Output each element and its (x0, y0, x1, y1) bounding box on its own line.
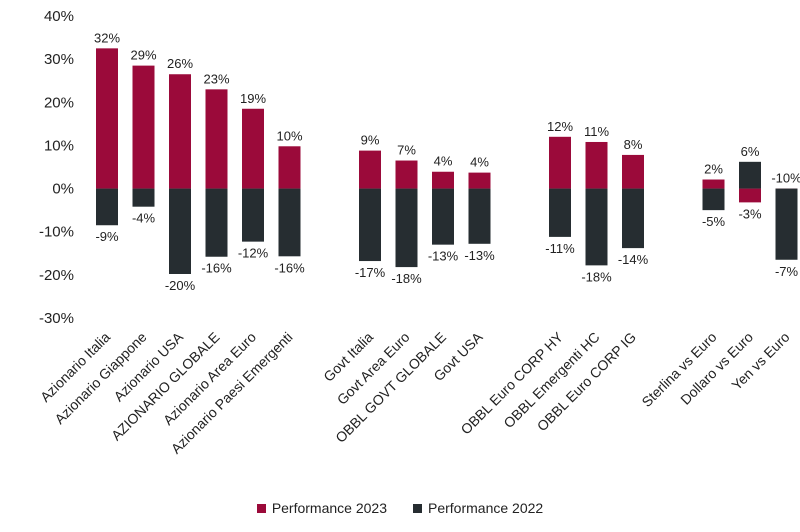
bar-2022 (169, 188, 191, 274)
data-label-2023: 10% (276, 128, 302, 143)
data-label-2023: 2% (704, 162, 723, 177)
bar-2022 (132, 188, 155, 207)
y-tick-label: 40% (44, 8, 74, 25)
bar-2022 (359, 188, 381, 262)
bar-2023 (585, 141, 608, 189)
bar-2022 (549, 188, 571, 237)
legend-label-2022: Performance 2022 (428, 500, 544, 516)
data-label-2022: -18% (391, 271, 422, 286)
bars (96, 48, 798, 274)
data-label-2023: 4% (470, 155, 489, 170)
data-label-2022: -9% (95, 229, 119, 244)
bar-chart: 40% 30% 20% 10% 0% -10% -20% -30% 32% -9% 29% -4% 2… (37, 8, 800, 457)
bar-2023 (739, 188, 761, 203)
bar-2022 (775, 188, 798, 260)
data-label-2022: -17% (355, 265, 386, 280)
data-label-2023: 19% (240, 91, 266, 106)
legend-swatch-2022 (413, 503, 422, 513)
data-label-2023: 8% (624, 137, 643, 152)
bar-2023 (96, 48, 118, 189)
bar-2023 (242, 108, 264, 189)
data-label-2022: -18% (581, 269, 612, 284)
data-label-2022: -16% (201, 261, 232, 276)
data-label-2023: 11% (584, 124, 609, 139)
bar-2022 (622, 188, 644, 249)
data-label-2023: -10% (771, 171, 800, 186)
data-labels: 32% -9% 29% -4% 26% -20% 23% -16% 19% -12% 10% -16%… (94, 30, 800, 293)
data-label-2023: 4% (434, 154, 453, 169)
bar-2022 (395, 188, 418, 268)
bar-2022 (468, 188, 491, 244)
data-label-2022: -13% (464, 248, 495, 263)
data-label-2022: -14% (618, 252, 649, 267)
legend-swatch-2023 (256, 503, 266, 513)
data-label-2022: 6% (741, 144, 760, 159)
data-label-2023: 29% (130, 48, 156, 63)
data-label-2022: -20% (165, 278, 196, 293)
bar-2023 (702, 179, 725, 189)
bar-2022 (96, 188, 118, 226)
legend-item-2022: Performance 2022 (413, 500, 543, 516)
bar-2023 (359, 150, 381, 189)
data-label-2023: 7% (397, 143, 416, 158)
bar-2023 (432, 171, 454, 189)
data-label-2023: 26% (167, 56, 193, 71)
bar-2023 (468, 172, 491, 189)
bar-2023 (622, 154, 644, 189)
y-tick-label: -10% (39, 224, 74, 241)
bar-2022 (242, 188, 264, 242)
data-label-2022: -5% (702, 214, 726, 229)
legend: Performance 2023 Performance 2022 (0, 500, 800, 516)
data-label-2022: -11% (545, 241, 575, 256)
y-tick-label: 30% (44, 51, 74, 68)
y-tick-label: -30% (39, 310, 74, 327)
bar-2022 (585, 188, 608, 266)
data-label-2023: 12% (547, 119, 573, 134)
bar-2022 (739, 161, 761, 189)
data-label-2022: -4% (132, 211, 156, 226)
data-label-2023: 23% (203, 71, 229, 86)
data-label-2023: 9% (361, 133, 380, 148)
y-tick-label: -20% (39, 267, 74, 284)
bar-2023 (169, 74, 191, 189)
y-axis: 40% 30% 20% 10% 0% -10% -20% -30% (39, 8, 74, 327)
bar-2023 (395, 160, 418, 189)
data-label-2023: 32% (94, 30, 120, 45)
bar-2022 (205, 188, 228, 257)
bar-2023 (278, 146, 301, 189)
y-tick-label: 10% (44, 137, 74, 154)
data-label-2022: -13% (428, 249, 459, 264)
legend-label-2023: Performance 2023 (271, 500, 387, 516)
bar-2023 (205, 89, 228, 189)
data-label-2023: -3% (738, 206, 762, 221)
bar-2022 (432, 188, 454, 245)
y-tick-label: 0% (52, 181, 74, 198)
bar-2023 (132, 65, 155, 189)
bar-2022 (278, 188, 301, 257)
legend-item-2023: Performance 2023 (256, 500, 387, 516)
data-label-2022: -7% (775, 264, 799, 279)
bar-2023 (549, 136, 571, 189)
data-label-2022: -16% (274, 260, 305, 275)
data-label-2022: -12% (238, 246, 269, 261)
bar-2022 (702, 188, 725, 211)
y-tick-label: 20% (44, 94, 74, 111)
